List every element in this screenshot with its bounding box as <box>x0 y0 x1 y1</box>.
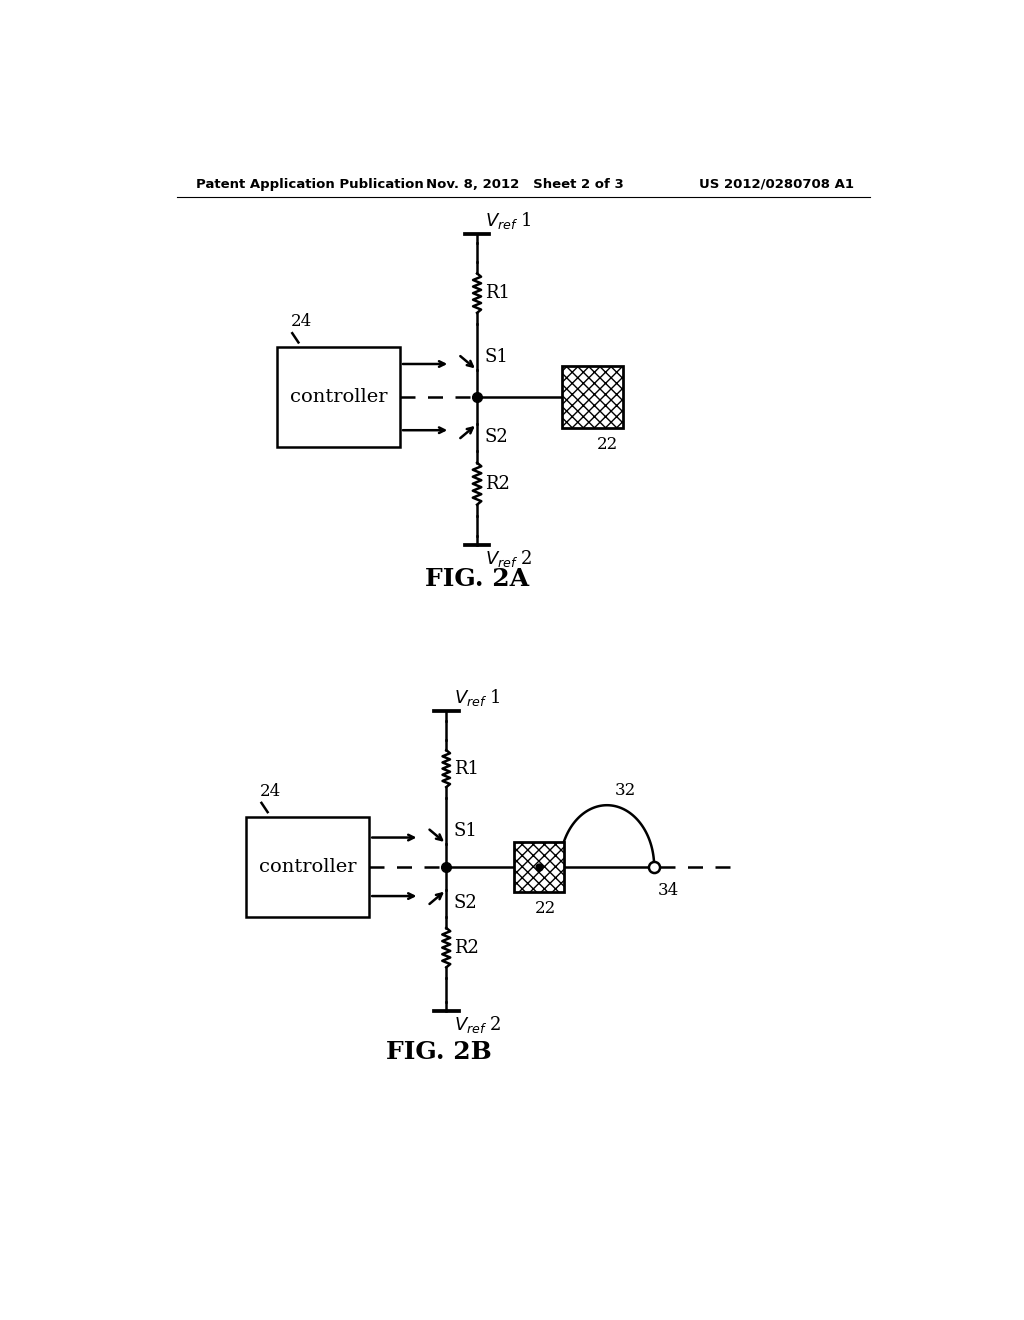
Text: $V_{ref}$ 1: $V_{ref}$ 1 <box>454 686 501 708</box>
Text: FIG. 2B: FIG. 2B <box>386 1040 492 1064</box>
Text: controller: controller <box>259 858 356 875</box>
Text: S2: S2 <box>454 894 478 912</box>
Bar <box>276 347 400 447</box>
Text: R1: R1 <box>454 759 479 777</box>
Text: 32: 32 <box>614 781 636 799</box>
Text: $V_{ref}$ 1: $V_{ref}$ 1 <box>484 210 531 231</box>
Bar <box>562 367 624 428</box>
Text: $V_{ref}$ 2: $V_{ref}$ 2 <box>484 548 532 569</box>
Text: Nov. 8, 2012   Sheet 2 of 3: Nov. 8, 2012 Sheet 2 of 3 <box>426 178 624 190</box>
Text: R1: R1 <box>484 284 510 302</box>
Bar <box>514 842 563 892</box>
Text: S2: S2 <box>484 428 509 446</box>
Text: FIG. 2A: FIG. 2A <box>425 566 529 590</box>
Text: Patent Application Publication: Patent Application Publication <box>196 178 424 190</box>
Bar <box>246 817 370 917</box>
Text: 22: 22 <box>596 436 617 453</box>
Text: S1: S1 <box>484 348 509 367</box>
Text: controller: controller <box>290 388 387 407</box>
Text: $V_{ref}$ 2: $V_{ref}$ 2 <box>454 1014 502 1035</box>
Text: 24: 24 <box>291 313 312 330</box>
Text: R2: R2 <box>484 475 510 492</box>
Text: R2: R2 <box>454 939 479 957</box>
Text: 22: 22 <box>535 899 556 916</box>
Text: 24: 24 <box>260 783 282 800</box>
Text: US 2012/0280708 A1: US 2012/0280708 A1 <box>699 178 854 190</box>
Text: 34: 34 <box>658 882 679 899</box>
Text: S1: S1 <box>454 822 478 840</box>
